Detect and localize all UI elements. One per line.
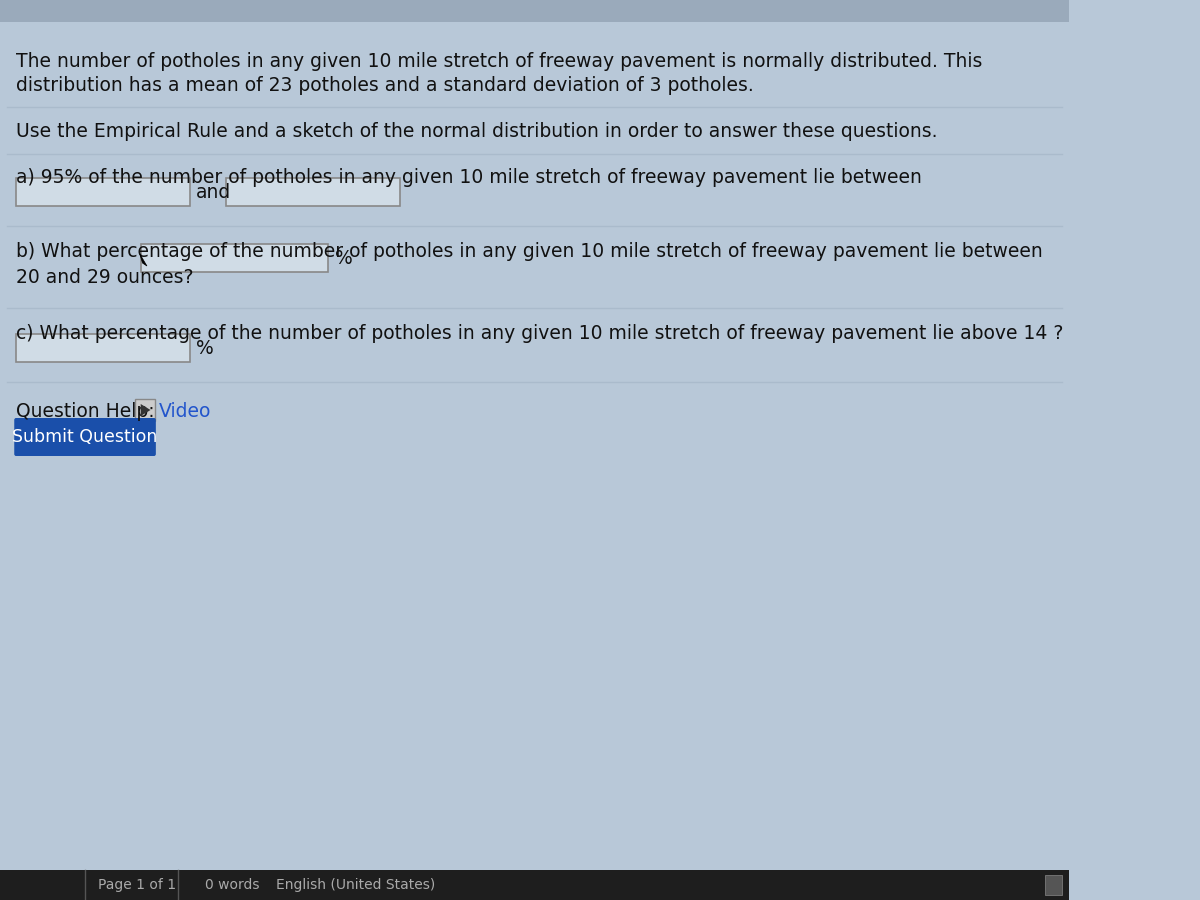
Text: English (United States): English (United States): [276, 878, 436, 892]
Text: Use the Empirical Rule and a sketch of the normal distribution in order to answe: Use the Empirical Rule and a sketch of t…: [16, 122, 937, 141]
FancyBboxPatch shape: [0, 0, 1069, 22]
FancyBboxPatch shape: [0, 870, 1069, 900]
Text: c) What percentage of the number of potholes in any given 10 mile stretch of fre: c) What percentage of the number of poth…: [16, 324, 1063, 343]
Polygon shape: [140, 404, 150, 416]
FancyBboxPatch shape: [140, 244, 328, 272]
Text: Question Help:: Question Help:: [16, 402, 155, 421]
Text: %: %: [196, 338, 214, 357]
Text: b) What percentage of the number of potholes in any given 10 mile stretch of fre: b) What percentage of the number of poth…: [16, 242, 1043, 261]
FancyBboxPatch shape: [1045, 875, 1062, 895]
FancyBboxPatch shape: [14, 418, 156, 456]
Text: Page 1 of 1: Page 1 of 1: [98, 878, 176, 892]
Polygon shape: [140, 254, 146, 266]
Text: %: %: [335, 248, 353, 267]
FancyBboxPatch shape: [16, 178, 190, 206]
FancyBboxPatch shape: [136, 399, 155, 421]
FancyBboxPatch shape: [16, 334, 190, 362]
Text: Video: Video: [158, 402, 211, 421]
Text: The number of potholes in any given 10 mile stretch of freeway pavement is norma: The number of potholes in any given 10 m…: [16, 52, 983, 71]
Text: distribution has a mean of 23 potholes and a standard deviation of 3 potholes.: distribution has a mean of 23 potholes a…: [16, 76, 754, 95]
Text: and: and: [196, 183, 232, 202]
Text: a) 95% of the number of potholes in any given 10 mile stretch of freeway pavemen: a) 95% of the number of potholes in any …: [16, 168, 922, 187]
Text: Submit Question: Submit Question: [12, 428, 157, 446]
FancyBboxPatch shape: [227, 178, 400, 206]
Text: 0 words: 0 words: [205, 878, 259, 892]
Text: 20 and 29 ounces?: 20 and 29 ounces?: [16, 268, 193, 287]
